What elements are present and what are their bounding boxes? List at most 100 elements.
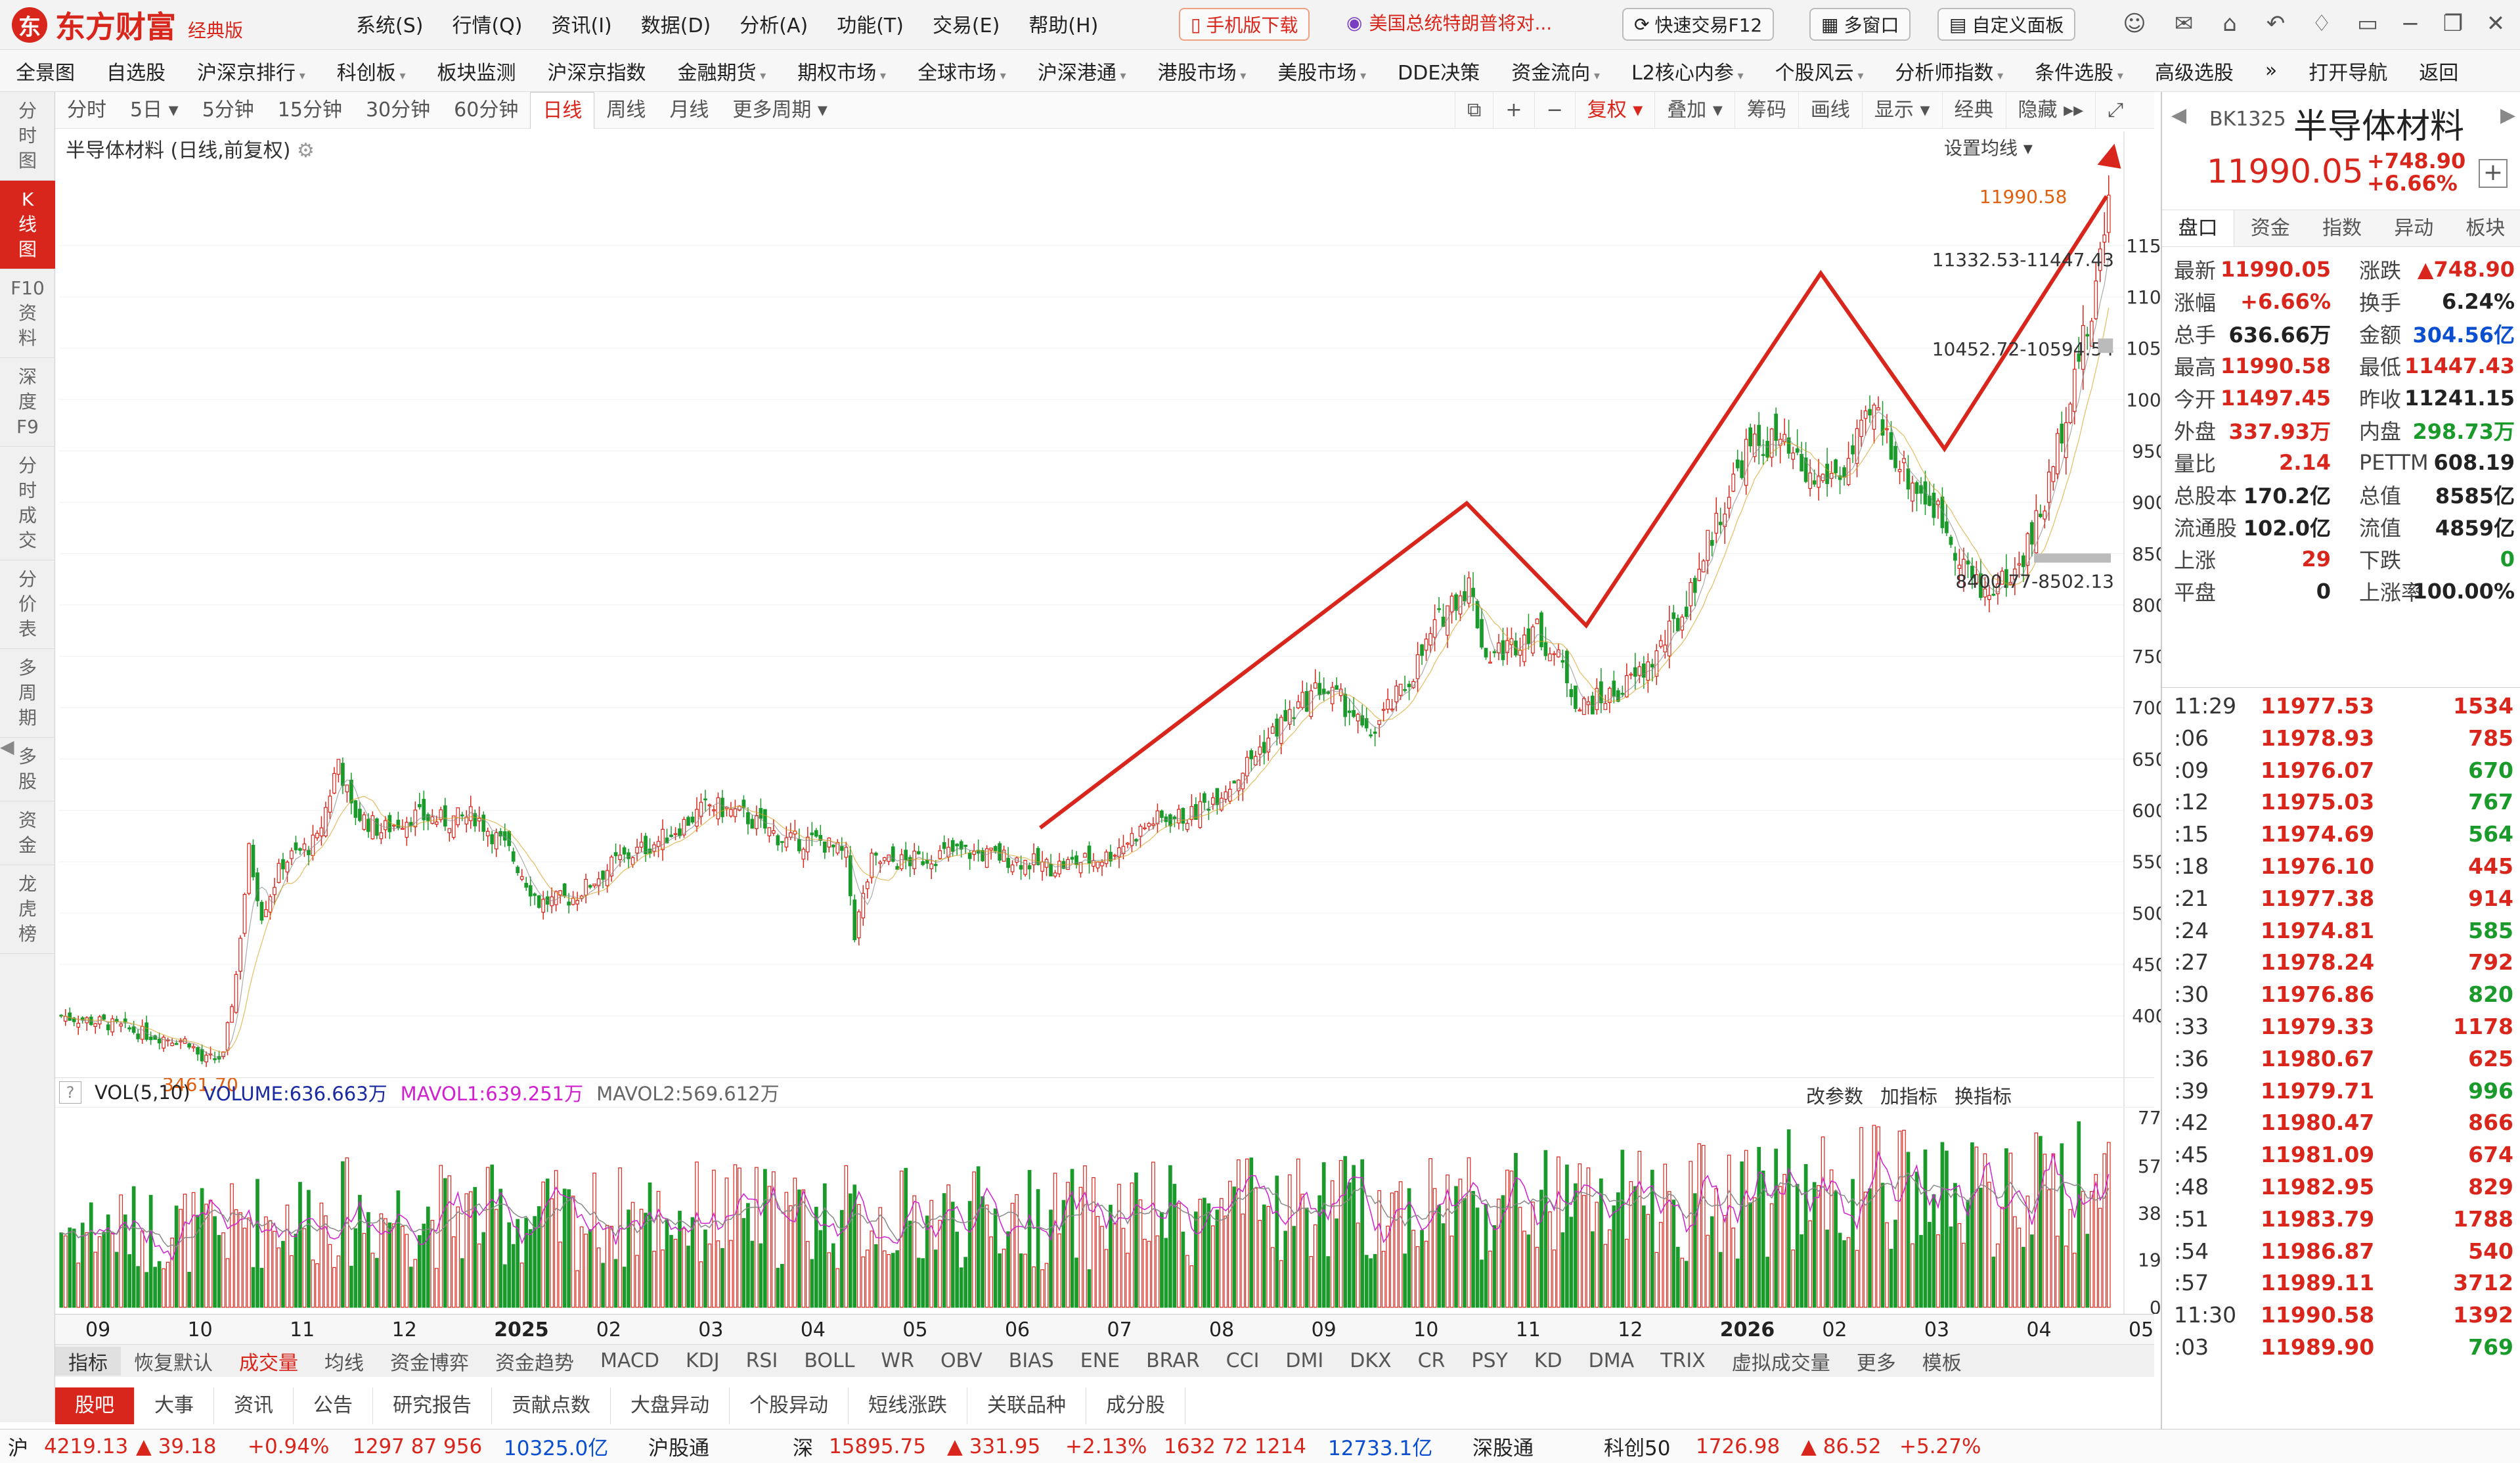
nav-item[interactable]: L2核心内参 bbox=[1616, 56, 1759, 85]
toolbar-button[interactable]: ⤢ bbox=[2095, 92, 2135, 129]
bottom-tab[interactable]: 贡献点数 bbox=[492, 1387, 611, 1424]
toolbar-button[interactable]: 隐藏 ▸▸ bbox=[2005, 92, 2096, 129]
indicator-tab[interactable]: DMI bbox=[1285, 1349, 1324, 1372]
quote-tab[interactable]: 异动 bbox=[2394, 217, 2434, 240]
period-tab[interactable]: 分时 bbox=[67, 98, 106, 122]
shirt-icon[interactable]: ♢ bbox=[2311, 11, 2332, 37]
period-tab[interactable]: 更多周期 ▾ bbox=[732, 98, 828, 122]
left-nav-item[interactable]: 多周期 bbox=[0, 649, 55, 738]
toolbar-button[interactable]: 筹码 bbox=[1734, 92, 1798, 129]
sh-index[interactable]: 4219.13 bbox=[44, 1434, 129, 1458]
quote-tab[interactable]: 指数 bbox=[2322, 217, 2362, 240]
indicator-tab[interactable]: MACD bbox=[600, 1349, 659, 1372]
indicator-tab[interactable]: WR bbox=[881, 1349, 914, 1372]
quote-tab[interactable]: 板块 bbox=[2465, 217, 2506, 240]
minimize-icon[interactable]: − bbox=[2400, 11, 2420, 37]
nav-item[interactable]: 板块监测 bbox=[437, 61, 516, 85]
user-icon[interactable]: ☺ bbox=[2123, 11, 2146, 37]
custom-panel-button[interactable]: ▤ 自定义面板 bbox=[1937, 8, 2076, 41]
nav-item[interactable]: 全景图 bbox=[16, 61, 75, 85]
bottom-tab[interactable]: 研究报告 bbox=[373, 1387, 492, 1424]
nav-item[interactable]: 期权市场 bbox=[782, 56, 902, 85]
restore-icon[interactable]: ❐ bbox=[2443, 11, 2464, 37]
period-tab[interactable]: 5分钟 bbox=[202, 98, 254, 122]
indicator-tab[interactable]: OBV bbox=[940, 1349, 983, 1372]
volume-tool[interactable]: 换指标 bbox=[1955, 1085, 2012, 1108]
volume-tool[interactable]: 加指标 bbox=[1880, 1085, 1938, 1108]
collapse-left-icon[interactable]: ◀ bbox=[0, 736, 14, 757]
indicator-tab[interactable]: 更多 bbox=[1856, 1351, 1896, 1375]
nav-item[interactable]: 个股风云 bbox=[1759, 56, 1880, 85]
quote-tab[interactable]: 资金 bbox=[2250, 217, 2290, 240]
nav-item[interactable]: » bbox=[2265, 59, 2278, 82]
back-icon[interactable]: ↶ bbox=[2266, 11, 2286, 37]
add-watchlist-icon[interactable]: + bbox=[2479, 159, 2508, 188]
indicator-tab[interactable]: 模板 bbox=[1922, 1351, 1962, 1375]
sz-connect[interactable]: 深股通 bbox=[1472, 1437, 1534, 1460]
kc-index[interactable]: 1726.98 bbox=[1696, 1434, 1780, 1458]
indicator-tab[interactable]: RSI bbox=[745, 1349, 778, 1372]
sh-connect[interactable]: 沪股通 bbox=[648, 1437, 709, 1460]
indicator-tab[interactable]: 成交量 bbox=[239, 1351, 298, 1375]
bottom-tab[interactable]: 股吧 bbox=[55, 1387, 135, 1424]
menu-item[interactable]: 帮助(H) bbox=[1028, 14, 1099, 37]
phone-download-button[interactable]: ▯ 手机版下载 bbox=[1179, 8, 1310, 41]
nav-item[interactable]: 科创板 bbox=[321, 56, 422, 85]
menu-item[interactable]: 功能(T) bbox=[837, 14, 904, 37]
nav-item[interactable]: 港股市场 bbox=[1142, 56, 1262, 85]
bottom-tab[interactable]: 大事 bbox=[135, 1387, 214, 1424]
indicator-tab[interactable]: 指标 bbox=[55, 1346, 121, 1376]
volume-tool[interactable]: 改参数 bbox=[1806, 1085, 1864, 1108]
nav-item[interactable]: 美股市场 bbox=[1262, 56, 1382, 85]
kline-chart[interactable]: 4000.00 4500.00 5000.00 5500.00 6000.00 6500.… bbox=[55, 131, 2161, 1314]
minimize-small-icon[interactable]: ▭ bbox=[2356, 11, 2379, 37]
indicator-tab[interactable]: DMA bbox=[1588, 1349, 1635, 1372]
bottom-tab[interactable]: 大盘异动 bbox=[611, 1387, 730, 1424]
nav-item[interactable]: 分析师指数 bbox=[1879, 56, 2019, 85]
toolbar-button[interactable]: + bbox=[1493, 92, 1534, 129]
indicator-tab[interactable]: 恢复默认 bbox=[134, 1351, 213, 1375]
quick-trade-button[interactable]: ⟳ 快速交易F12 bbox=[1622, 8, 1775, 41]
left-nav-item[interactable]: 资金 bbox=[0, 801, 55, 865]
period-tab[interactable]: 15分钟 bbox=[277, 98, 342, 122]
period-tab[interactable]: 60分钟 bbox=[454, 98, 519, 122]
nav-item[interactable]: 沪深京排行 bbox=[181, 56, 321, 85]
help-icon[interactable]: ? bbox=[59, 1081, 81, 1104]
period-tab[interactable]: 30分钟 bbox=[365, 98, 431, 122]
close-icon[interactable]: ✕ bbox=[2486, 11, 2506, 37]
nav-item[interactable]: 金融期货 bbox=[662, 56, 782, 85]
indicator-tab[interactable]: CR bbox=[1417, 1349, 1446, 1372]
nav-item[interactable]: 条件选股 bbox=[2019, 56, 2139, 85]
indicator-tab[interactable]: KDJ bbox=[685, 1349, 720, 1372]
left-nav-item[interactable]: 多股 bbox=[0, 738, 55, 801]
news-ticker[interactable]: ◉ 美国总统特朗普将对... bbox=[1346, 11, 1553, 35]
menu-item[interactable]: 交易(E) bbox=[932, 14, 1000, 37]
indicator-tab[interactable]: 虚拟成交量 bbox=[1731, 1351, 1830, 1375]
bottom-tab[interactable]: 关联品种 bbox=[967, 1387, 1086, 1424]
indicator-tab[interactable]: BRAR bbox=[1146, 1349, 1200, 1372]
indicator-tab[interactable]: TRIX bbox=[1660, 1349, 1706, 1372]
set-ma-button[interactable]: 设置均线 ▾ bbox=[1944, 137, 2033, 159]
nav-item[interactable]: DDE决策 bbox=[1398, 61, 1480, 85]
nav-item[interactable]: 打开导航 bbox=[2309, 61, 2388, 85]
prev-stock-icon[interactable]: ◀ bbox=[2171, 104, 2187, 127]
indicator-tab[interactable]: 资金博弈 bbox=[390, 1351, 469, 1375]
nav-item[interactable]: 全球市场 bbox=[902, 56, 1022, 85]
period-tab[interactable]: 月线 bbox=[669, 98, 709, 122]
home-icon[interactable]: ⌂ bbox=[2222, 11, 2237, 37]
sz-index[interactable]: 15895.75 bbox=[829, 1434, 926, 1458]
indicator-tab[interactable]: PSY bbox=[1471, 1349, 1508, 1372]
left-nav-item[interactable]: 分时图 bbox=[0, 92, 55, 181]
bottom-tab[interactable]: 资讯 bbox=[214, 1387, 294, 1424]
menu-item[interactable]: 数据(D) bbox=[640, 14, 711, 37]
left-nav-item[interactable]: 分价表 bbox=[0, 560, 55, 649]
nav-item[interactable]: 返回 bbox=[2419, 61, 2459, 85]
toolbar-button[interactable]: ⧉ bbox=[1455, 92, 1493, 129]
period-tab[interactable]: 日线 bbox=[530, 91, 595, 129]
left-nav-item[interactable]: F10 资料 bbox=[0, 269, 55, 358]
toolbar-button[interactable]: 经典 bbox=[1941, 92, 2006, 129]
nav-item[interactable]: 高级选股 bbox=[2154, 61, 2234, 85]
menu-item[interactable]: 行情(Q) bbox=[452, 14, 523, 37]
nav-item[interactable]: 资金流向 bbox=[1495, 56, 1616, 85]
